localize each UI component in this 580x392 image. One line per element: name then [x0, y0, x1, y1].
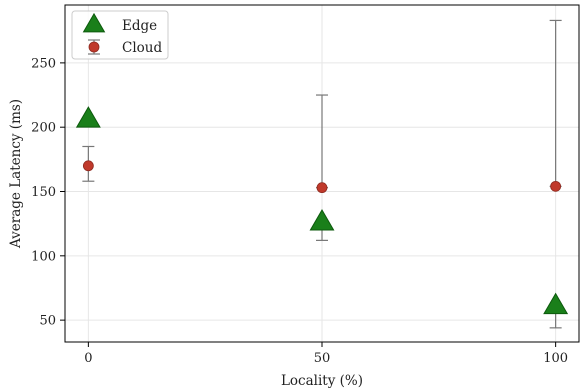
data-markers — [75, 106, 569, 315]
y-tick-label: 200 — [31, 121, 56, 136]
legend-cloud-marker — [88, 41, 100, 53]
y-tick-label: 250 — [31, 56, 56, 71]
y-tick-label: 50 — [39, 314, 56, 329]
x-tick-label: 100 — [543, 351, 568, 366]
y-tick-label: 100 — [31, 249, 56, 264]
legend-label-edge: Edge — [122, 18, 157, 34]
x-tick-label: 0 — [84, 351, 92, 366]
cloud-point — [316, 182, 328, 194]
cloud-point — [82, 160, 94, 172]
legend-edge-marker — [82, 12, 106, 33]
edge-point — [309, 208, 335, 231]
y-axis-label: Average Latency (ms) — [8, 99, 24, 249]
legend-label-cloud: Cloud — [122, 40, 162, 56]
y-tick-label: 150 — [31, 185, 56, 200]
axis-ticks: 0 50 100 50 100 150 200 250 — [31, 56, 568, 366]
edge-point — [543, 292, 569, 315]
x-tick-label: 50 — [314, 351, 331, 366]
legend: Edge Cloud — [71, 10, 169, 60]
edge-point — [75, 106, 101, 128]
x-axis-label: Locality (%) — [281, 373, 363, 389]
cloud-point — [550, 180, 562, 192]
